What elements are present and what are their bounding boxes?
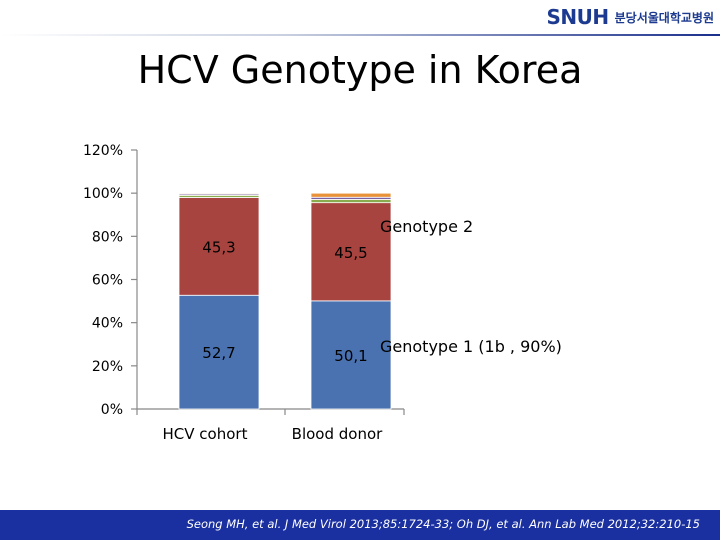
- y-tick-label: 60%: [92, 273, 123, 289]
- bar-segment: [178, 197, 260, 296]
- citation-text: Seong MH, et al. J Med Virol 2013;85:172…: [186, 517, 700, 531]
- logo-text: 분당서울대학교병원: [614, 10, 714, 25]
- y-tick-label: 40%: [92, 316, 123, 332]
- y-tick-label: 20%: [92, 359, 123, 375]
- hospital-logo: SNUH 분당서울대학교병원: [547, 4, 715, 30]
- y-tick-label: 80%: [92, 229, 123, 245]
- header-bar: SNUH 분당서울대학교병원: [0, 0, 720, 36]
- bar-segment: [310, 199, 392, 204]
- data-label: 52,7: [202, 344, 235, 362]
- bar-segment: [310, 202, 392, 302]
- bar-segment: [178, 192, 260, 195]
- bar-segment: [178, 294, 260, 410]
- data-label: 45,5: [334, 244, 367, 262]
- annotation-label: Genotype 1 (1b , 90%): [380, 337, 562, 356]
- y-tick-label: 120%: [83, 143, 123, 159]
- header-divider: [0, 34, 720, 36]
- footer-bar: Seong MH, et al. J Med Virol 2013;85:172…: [0, 510, 720, 540]
- y-tick-label: 100%: [83, 186, 123, 202]
- data-label: 45,3: [202, 238, 235, 256]
- category-label: Blood donor: [292, 425, 383, 443]
- stacked-bar-chart: 0% 20% 40% 60% 80% 100% 120% 52,7 45,3 HCV cohort…: [83, 143, 562, 443]
- y-tick-label: 0%: [101, 402, 123, 418]
- data-label: 50,1: [334, 347, 367, 365]
- logo-mark: SNUH: [546, 5, 610, 29]
- annotation-label: Genotype 2: [380, 217, 473, 236]
- slide-title: HCV Genotype in Korea: [137, 48, 583, 92]
- bar-segment: [310, 192, 392, 198]
- category-label: HCV cohort: [163, 425, 248, 443]
- bar-segment: [310, 300, 392, 410]
